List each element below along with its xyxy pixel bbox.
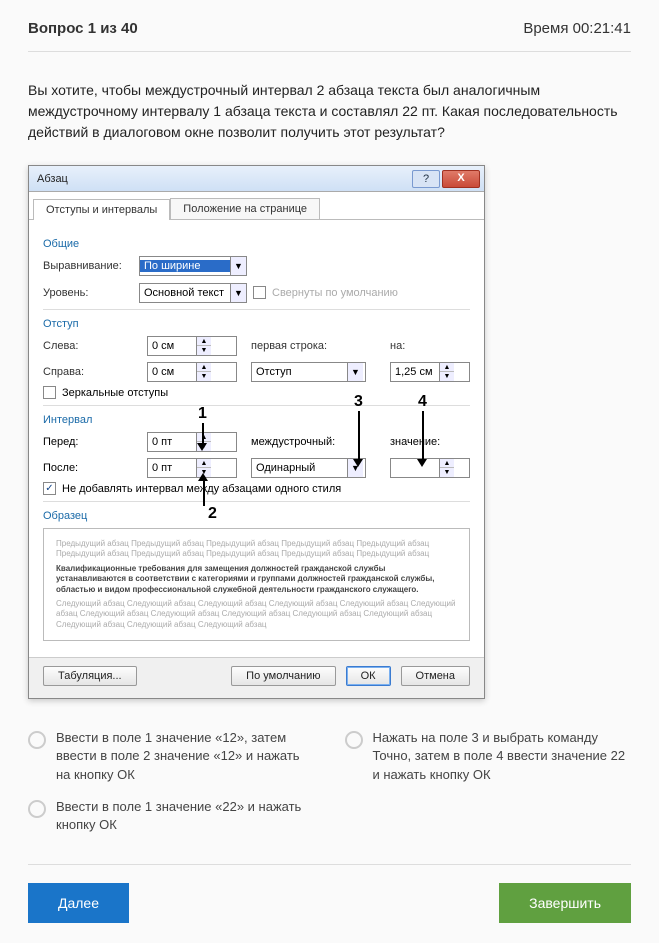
tab-strip: Отступы и интервалы Положение на страниц… bbox=[29, 192, 484, 220]
paragraph-dialog: Абзац ? X Отступы и интервалы Положение … bbox=[28, 165, 485, 699]
spin-value[interactable]: ▲▼ bbox=[390, 458, 470, 478]
group-interval: Интервал bbox=[43, 414, 470, 426]
spin-before[interactable]: 0 пт▲▼ bbox=[147, 432, 237, 452]
combo-firstline[interactable]: Отступ▼ bbox=[251, 362, 366, 382]
spin-after[interactable]: 0 пт▲▼ bbox=[147, 458, 237, 478]
close-button[interactable]: X bbox=[442, 170, 480, 188]
answer-option-3[interactable]: Ввести в поле 1 значение «22» и нажать к… bbox=[28, 798, 315, 834]
checkbox-collapse[interactable]: Свернуты по умолчанию bbox=[253, 286, 398, 299]
titlebar: Абзац ? X bbox=[29, 166, 484, 192]
callout-2: 2 bbox=[208, 505, 217, 523]
footer: Далее Завершить bbox=[28, 864, 631, 923]
combo-align[interactable]: По ширине▼ bbox=[139, 256, 247, 276]
callout-1: 1 bbox=[198, 405, 207, 423]
question-number: Вопрос 1 из 40 bbox=[28, 20, 138, 37]
radio-icon bbox=[345, 731, 363, 749]
spin-right[interactable]: 0 см▲▼ bbox=[147, 362, 237, 382]
radio-icon bbox=[28, 731, 46, 749]
finish-button[interactable]: Завершить bbox=[499, 883, 631, 923]
spin-left[interactable]: 0 см▲▼ bbox=[147, 336, 237, 356]
label-right: Справа: bbox=[43, 366, 133, 378]
callout-4: 4 bbox=[418, 393, 427, 411]
label-firstline: первая строка: bbox=[251, 340, 376, 352]
question-text: Вы хотите, чтобы междустрочный интервал … bbox=[28, 80, 631, 143]
help-button[interactable]: ? bbox=[412, 170, 440, 188]
label-value: значение: bbox=[390, 436, 470, 448]
dialog-title: Абзац bbox=[37, 173, 412, 185]
preview-box: Предыдущий абзац Предыдущий абзац Предыд… bbox=[43, 528, 470, 641]
checkbox-mirror[interactable]: Зеркальные отступы bbox=[43, 386, 470, 399]
callout-3: 3 bbox=[354, 393, 363, 411]
combo-linespacing[interactable]: Одинарный▼ bbox=[251, 458, 366, 478]
tab-indents[interactable]: Отступы и интервалы bbox=[33, 199, 170, 220]
label-before: Перед: bbox=[43, 436, 133, 448]
quiz-header: Вопрос 1 из 40 Время 00:21:41 bbox=[28, 20, 631, 52]
label-by: на: bbox=[390, 340, 470, 352]
tabs-button[interactable]: Табуляция... bbox=[43, 666, 137, 686]
label-left: Слева: bbox=[43, 340, 133, 352]
answers-grid: Ввести в поле 1 значение «12», затем вве… bbox=[28, 729, 631, 834]
radio-icon bbox=[28, 800, 46, 818]
dialog-container: Абзац ? X Отступы и интервалы Положение … bbox=[28, 165, 631, 699]
label-align: Выравнивание: bbox=[43, 260, 133, 272]
cancel-button[interactable]: Отмена bbox=[401, 666, 470, 686]
group-indent: Отступ bbox=[43, 318, 470, 330]
combo-level[interactable]: Основной текст▼ bbox=[139, 283, 247, 303]
checkbox-nospace[interactable]: ✓Не добавлять интервал между абзацами од… bbox=[43, 482, 470, 495]
ok-button[interactable]: ОК bbox=[346, 666, 391, 686]
tab-position[interactable]: Положение на странице bbox=[170, 198, 320, 219]
label-after: После: bbox=[43, 462, 133, 474]
timer: Время 00:21:41 bbox=[523, 20, 631, 37]
spin-by[interactable]: 1,25 см▲▼ bbox=[390, 362, 470, 382]
group-sample: Образец bbox=[43, 510, 470, 522]
group-general: Общие bbox=[43, 238, 470, 250]
next-button[interactable]: Далее bbox=[28, 883, 129, 923]
answer-option-1[interactable]: Ввести в поле 1 значение «12», затем вве… bbox=[28, 729, 315, 784]
default-button[interactable]: По умолчанию bbox=[231, 666, 335, 686]
answer-option-2[interactable]: Нажать на поле 3 и выбрать команду Точно… bbox=[345, 729, 632, 784]
label-level: Уровень: bbox=[43, 287, 133, 299]
